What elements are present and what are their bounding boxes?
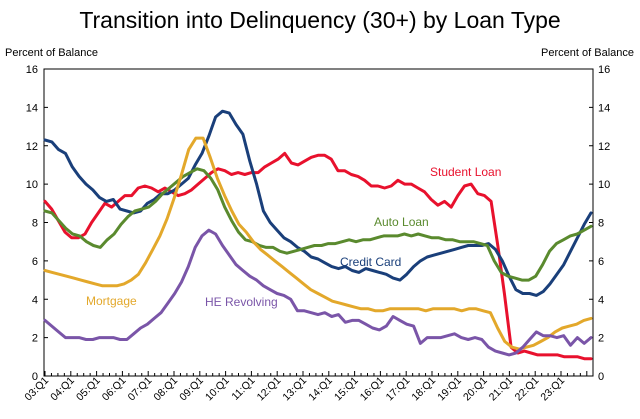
y-tick-label-left: 6 — [32, 256, 38, 268]
y-tick-label-left: 16 — [26, 64, 38, 76]
y-axis-label-left: Percent of Balance — [5, 47, 98, 59]
x-tick-label: 10:Q1 — [203, 375, 232, 404]
y-ticks-left: 0 2 4 6 8 10 12 14 16 — [26, 64, 48, 383]
y-tick-label-right: 8 — [598, 218, 604, 230]
y-tick-label-right: 14 — [598, 102, 610, 114]
y-tick-label-left: 10 — [26, 179, 38, 191]
x-tick-label: 22:Q1 — [513, 375, 542, 404]
y-tick-label-left: 0 — [32, 371, 38, 383]
x-tick-label: 20:Q1 — [461, 375, 490, 404]
y-axis-label-right: Percent of Balance — [541, 47, 634, 59]
y-tick-label-right: 16 — [598, 64, 610, 76]
y-tick-label-left: 8 — [32, 218, 38, 230]
x-tick-label: 05:Q1 — [74, 375, 103, 404]
series-label-mortgage: Mortgage — [86, 294, 137, 308]
y-tick-label-right: 6 — [598, 256, 604, 268]
series-label-credit-card: Credit Card — [340, 255, 401, 269]
x-tick-label: 08:Q1 — [151, 375, 180, 404]
x-tick-label: 12:Q1 — [255, 375, 284, 404]
series-label-student-loan: Student Loan — [430, 165, 501, 179]
x-tick-label: 17:Q1 — [384, 375, 413, 404]
series-lines — [43, 109, 593, 361]
x-tick-label: 16:Q1 — [358, 375, 387, 404]
y-tick-label-right: 0 — [598, 371, 604, 383]
x-tick-label: 23:Q1 — [538, 375, 567, 404]
plot-area — [43, 68, 594, 377]
y-tick-label-right: 12 — [598, 141, 610, 153]
x-tick-label: 07:Q1 — [126, 375, 155, 404]
x-tick-label: 09:Q1 — [177, 375, 206, 404]
x-tick-label: 11:Q1 — [229, 375, 257, 403]
x-tick-label: 21:Q1 — [487, 375, 516, 404]
x-tick-label: 18:Q1 — [409, 375, 438, 404]
y-tick-label-right: 2 — [598, 333, 604, 345]
y-ticks-right: 0 2 4 6 8 10 12 14 16 — [589, 64, 610, 383]
series-labels: Student Loan Credit Card Auto Loan Mortgage… — [86, 165, 501, 309]
chart-title: Transition into Delinquency (30+) by Loa… — [79, 7, 560, 33]
series-label-he-revolving: HE Revolving — [205, 295, 278, 309]
x-tick-label: 04:Q1 — [48, 375, 77, 404]
series-line-student-loan — [43, 151, 593, 361]
y-tick-label-left: 2 — [32, 333, 38, 345]
series-line-auto-loan — [43, 167, 593, 282]
y-tick-label-right: 4 — [598, 294, 604, 306]
series-line-credit-card — [43, 109, 593, 297]
x-tick-label: 15:Q1 — [332, 375, 361, 404]
x-tick-label: 06:Q1 — [100, 375, 129, 404]
x-tick-label: 13:Q1 — [280, 375, 309, 404]
y-tick-label-left: 14 — [26, 102, 38, 114]
series-line-he-revolving — [43, 228, 593, 357]
x-tick-label: 14:Q1 — [306, 375, 335, 404]
series-label-auto-loan: Auto Loan — [374, 215, 429, 229]
x-tick-label: 19:Q1 — [435, 375, 464, 404]
series-line-mortgage — [43, 136, 593, 351]
y-tick-label-left: 12 — [26, 141, 38, 153]
y-tick-label-right: 10 — [598, 179, 610, 191]
y-tick-label-left: 4 — [32, 294, 38, 306]
